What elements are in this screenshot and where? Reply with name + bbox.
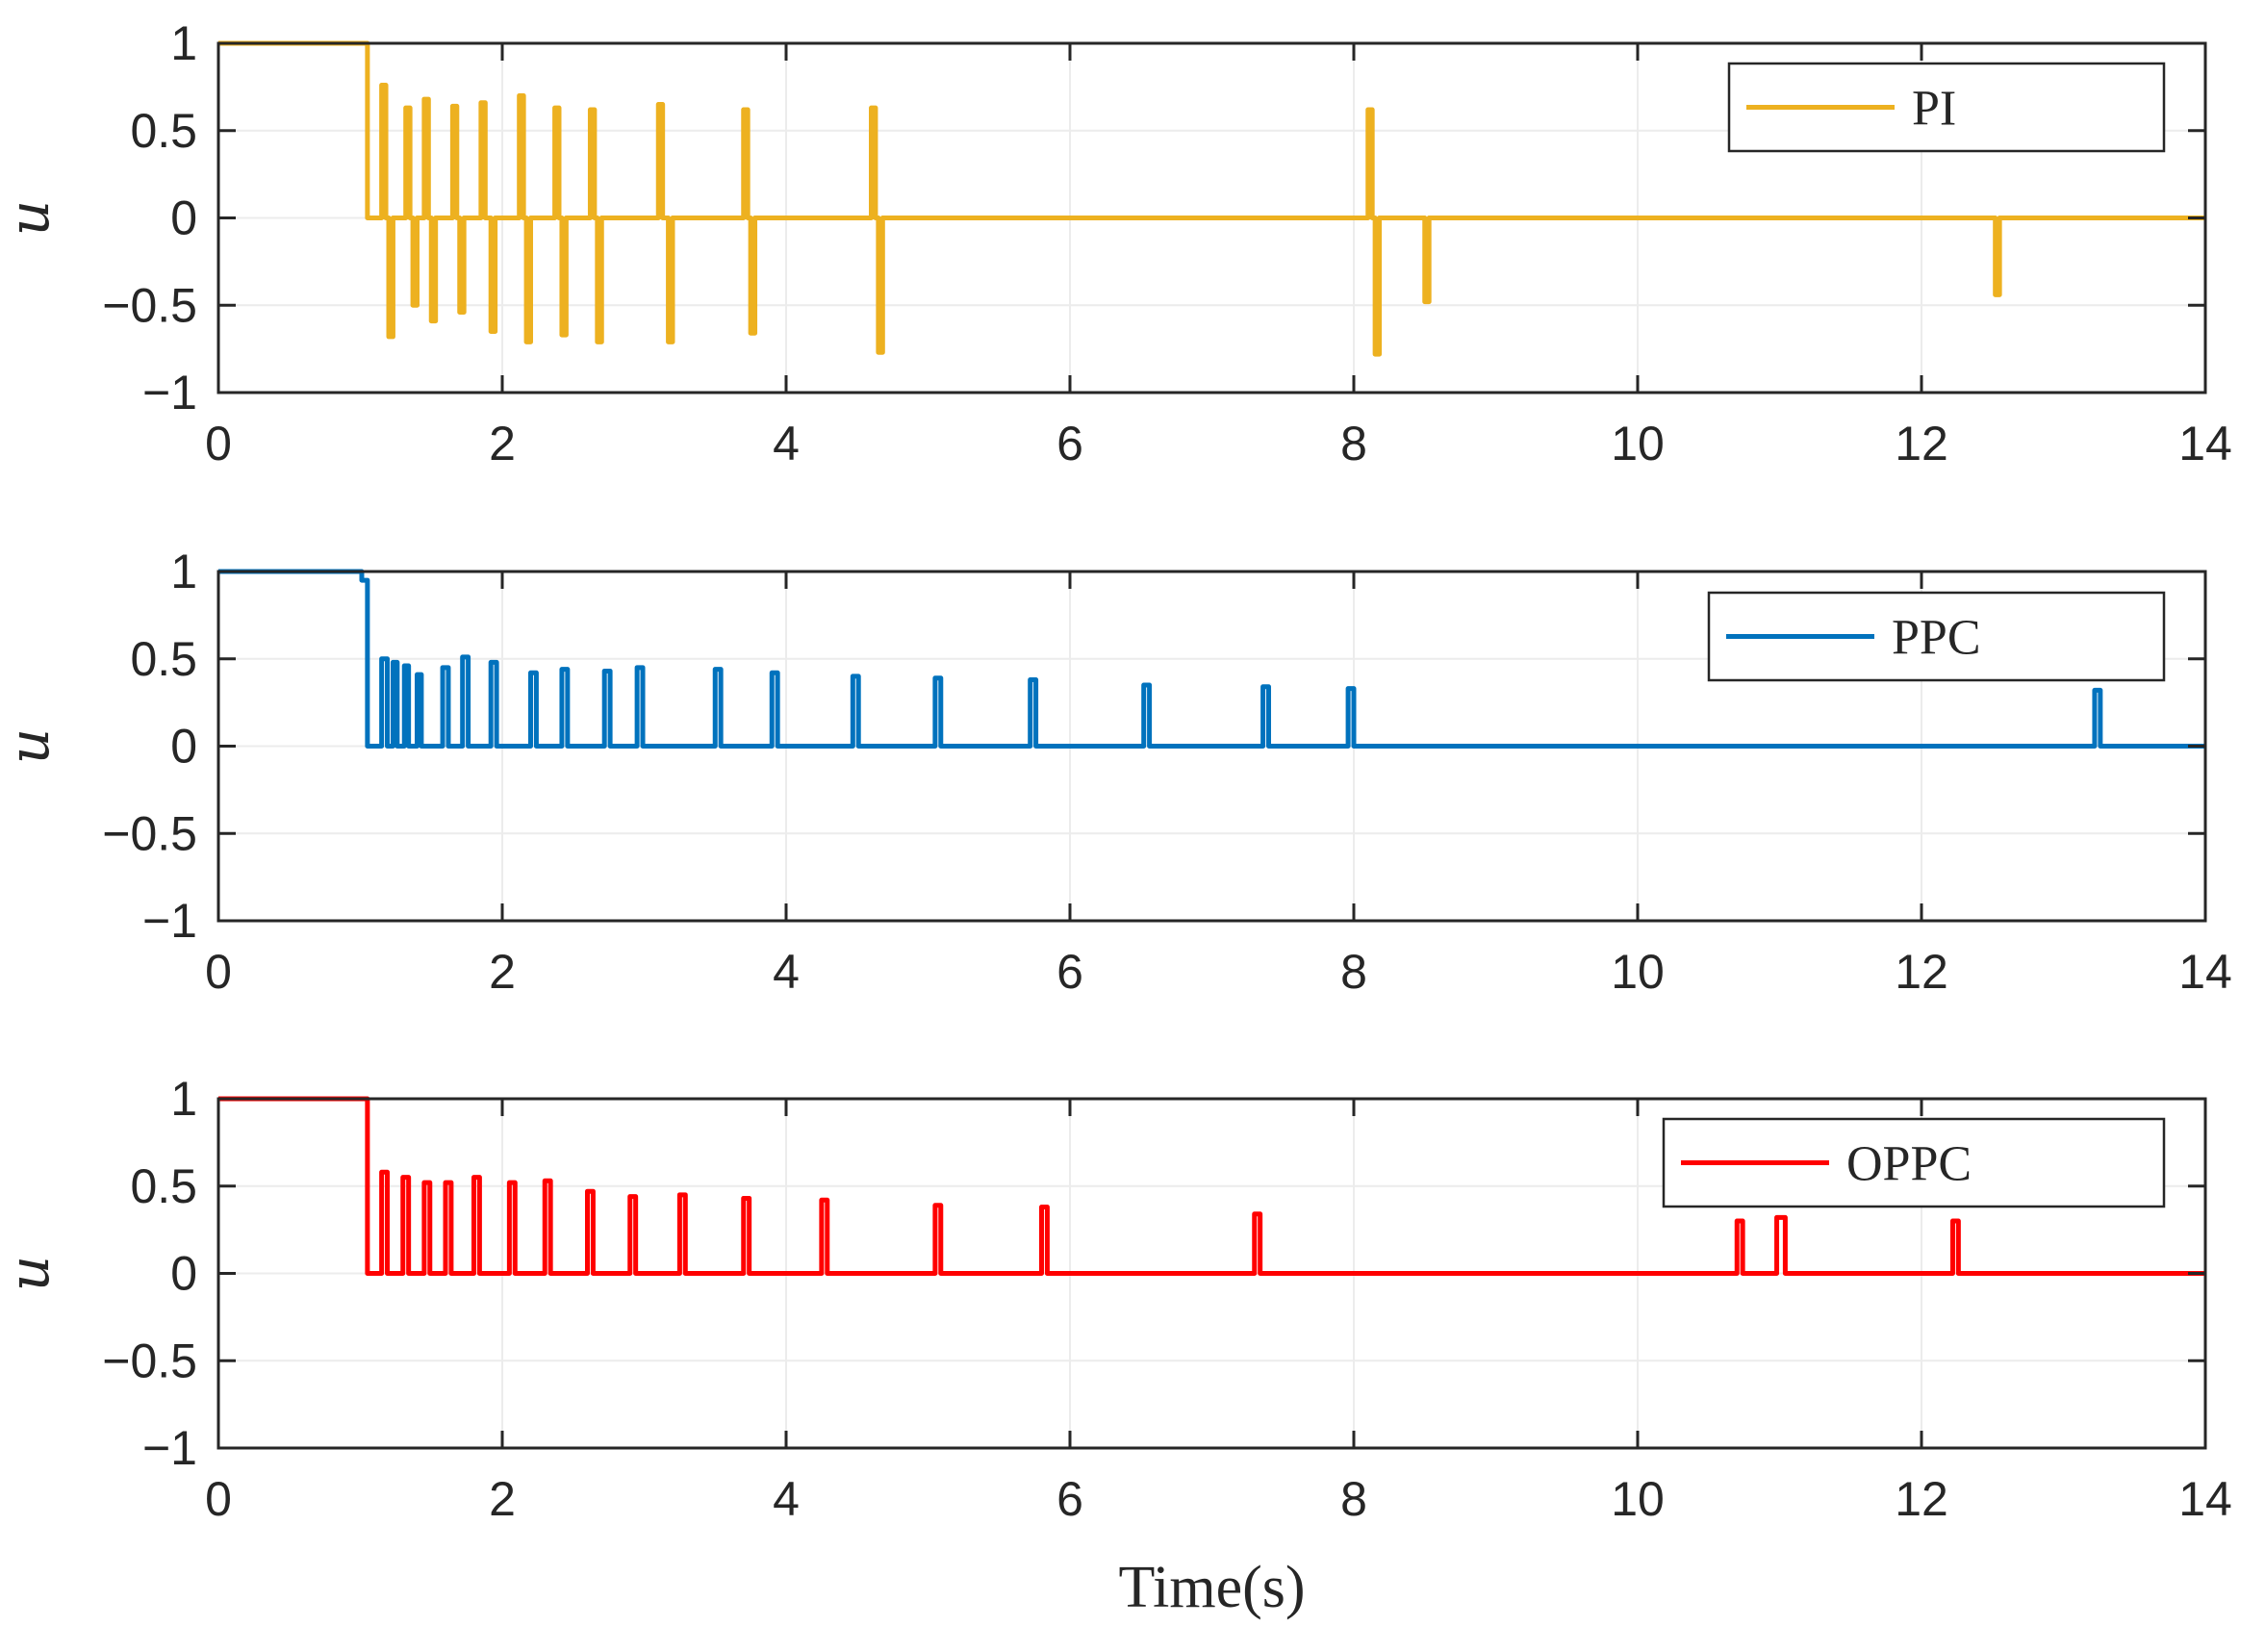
series-line-ppc [218, 569, 2205, 749]
x-tick-label: 12 [1895, 1472, 1948, 1526]
x-tick-label: 10 [1611, 1472, 1665, 1526]
y-tick-label: −0.5 [102, 1334, 197, 1387]
y-tick-label: 0 [170, 191, 197, 245]
y-axis-label: u [0, 200, 62, 236]
y-tick-label: 0.5 [130, 104, 197, 158]
y-tick-label: −1 [142, 366, 197, 419]
x-tick-label: 6 [1056, 945, 1083, 999]
y-tick-label: 0 [170, 1247, 197, 1301]
x-tick-label: 0 [205, 945, 232, 999]
series-line-pi [218, 40, 2205, 357]
subplot-ppc: 0 2 4 6 8 10 12 14 1 0.5 0 −0.5 −1 u PPC [0, 545, 2232, 999]
x-tick-label: 14 [2178, 417, 2232, 470]
x-tick-label: 2 [489, 1472, 516, 1526]
y-tick-label: 0 [170, 720, 197, 774]
y-tick-label: 1 [170, 1072, 197, 1126]
x-tick-label: 14 [2178, 945, 2232, 999]
x-tick-label: 6 [1056, 417, 1083, 470]
x-tick-label: 8 [1340, 945, 1367, 999]
x-tick-label: 2 [489, 417, 516, 470]
x-tick-label: 4 [773, 1472, 800, 1526]
x-tick-label: 8 [1340, 417, 1367, 470]
x-tick-label: 4 [773, 417, 800, 470]
x-tick-label: 8 [1340, 1472, 1367, 1526]
x-tick-label: 2 [489, 945, 516, 999]
y-tick-label: 0.5 [130, 632, 197, 686]
y-tick-label: 1 [170, 16, 197, 70]
x-tick-label: 10 [1611, 945, 1665, 999]
y-tick-label: −0.5 [102, 806, 197, 860]
y-tick-label: 1 [170, 545, 197, 598]
subplot-oppc: 0 2 4 6 8 10 12 14 1 0.5 0 −0.5 −1 u OPPC Time(s) [0, 1072, 2232, 1620]
x-axis-label: Time(s) [1118, 1555, 1305, 1620]
y-tick-label: 0.5 [130, 1159, 197, 1213]
y-tick-label: −1 [142, 894, 197, 948]
x-tick-label: 6 [1056, 1472, 1083, 1526]
legend: PI [1727, 62, 2166, 153]
y-axis-label: u [0, 728, 62, 764]
legend-label: PPC [1892, 611, 1981, 666]
subplot-pi: 0 2 4 6 8 10 12 14 1 0.5 0 −0.5 −1 u PI [0, 16, 2232, 470]
x-tick-label: 0 [205, 1472, 232, 1526]
x-tick-label: 0 [205, 417, 232, 470]
legend-label: PI [1912, 82, 1956, 137]
x-tick-label: 10 [1611, 417, 1665, 470]
legend-label: OPPC [1846, 1137, 1972, 1192]
legend: OPPC [1662, 1117, 2166, 1208]
y-axis-label: u [0, 1256, 62, 1291]
series-line-oppc [218, 1096, 2205, 1276]
y-tick-label: −0.5 [102, 278, 197, 332]
x-tick-label: 12 [1895, 417, 1948, 470]
legend: PPC [1707, 591, 2166, 682]
x-tick-label: 4 [773, 945, 800, 999]
y-tick-label: −1 [142, 1421, 197, 1475]
x-tick-label: 12 [1895, 945, 1948, 999]
x-tick-label: 14 [2178, 1472, 2232, 1526]
